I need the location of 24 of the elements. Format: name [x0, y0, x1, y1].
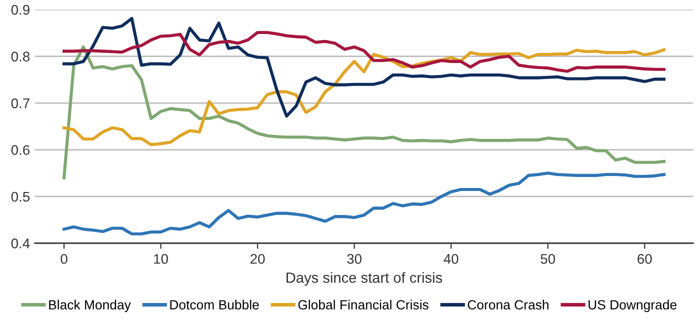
line-series: [62, 48, 666, 146]
x-tick-label: 50: [540, 254, 556, 264]
y-tick-label: 0.6: [11, 145, 30, 155]
y-tick-label: 0.9: [11, 4, 30, 15]
x-tick-label: 30: [347, 254, 362, 264]
x-tick-label: 10: [154, 254, 168, 264]
line-series: [62, 172, 666, 236]
legend-label: Black Monday: [49, 300, 131, 312]
y-tick-label: 0.4: [11, 238, 30, 248]
x-tick-label: 60: [638, 254, 652, 264]
x-tick-label: 0: [60, 254, 68, 264]
y-tick-label: 0.7: [11, 98, 30, 108]
line-series: [62, 16, 666, 118]
y-tick-label: 0.5: [11, 192, 30, 202]
line-series: [62, 30, 666, 73]
x-axis-title: Days since start of crisis: [286, 272, 442, 286]
legend-label: Corona Crash: [468, 300, 548, 310]
legend-label: US Downgrade: [588, 300, 676, 312]
x-tick-label: 40: [444, 254, 458, 264]
legend-label: Global Financial Crisis: [298, 300, 428, 310]
line-series: [62, 45, 666, 180]
x-tick-label: 20: [250, 254, 265, 264]
legend-label: Dotcom Bubble: [170, 300, 259, 310]
y-tick-label: 0.8: [11, 52, 30, 62]
